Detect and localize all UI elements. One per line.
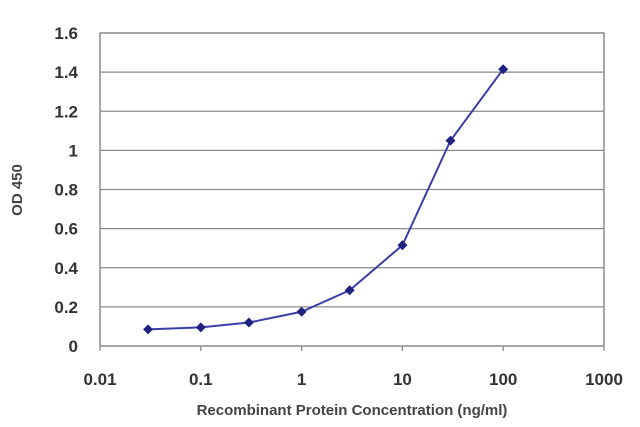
- y-tick-label: 0.2: [54, 298, 78, 317]
- data-point: [296, 306, 307, 317]
- data-point: [498, 64, 509, 75]
- x-tick-label: 1: [297, 370, 306, 389]
- x-tick-label: 1000: [585, 370, 623, 389]
- y-tick-label: 1.6: [54, 24, 78, 43]
- y-tick-label: 0: [69, 337, 78, 356]
- data-point: [397, 240, 408, 251]
- x-tick-label: 10: [393, 370, 412, 389]
- x-axis-label: Recombinant Protein Concentration (ng/ml…: [197, 402, 508, 419]
- data-point: [195, 322, 206, 333]
- data-point: [445, 135, 456, 146]
- y-tick-label: 1.4: [54, 63, 78, 82]
- y-axis-ticks: 0 0.2 0.4 0.6 0.8 1 1.2 1.4 1.6: [54, 24, 78, 356]
- gridlines: [100, 71, 604, 308]
- x-tick-label: 0.1: [189, 370, 213, 389]
- data-point: [143, 324, 154, 335]
- y-tick-label: 1: [69, 141, 78, 160]
- data-point: [243, 317, 254, 328]
- y-tick-label: 0.8: [54, 181, 78, 200]
- y-tick-label: 0.6: [54, 220, 78, 239]
- y-tick-label: 0.4: [54, 259, 78, 278]
- y-axis-label: OD 450: [9, 164, 26, 216]
- plot-area: [99, 32, 605, 347]
- series-group: [143, 64, 509, 335]
- x-tick-label: 100: [489, 370, 517, 389]
- x-tick-label: 0.01: [83, 370, 116, 389]
- series-line: [148, 68, 505, 331]
- data-point: [344, 285, 355, 296]
- x-axis-ticks: 0.01 0.1 1 10 100 1000: [83, 346, 623, 389]
- y-tick-label: 1.2: [54, 102, 78, 121]
